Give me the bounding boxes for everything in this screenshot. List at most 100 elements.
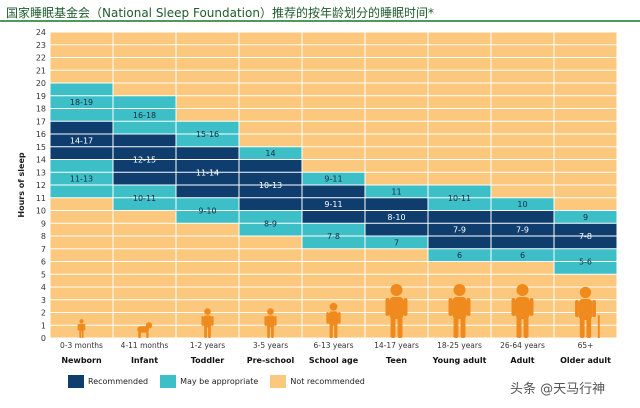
label-may-be-appropriate-upper: 16-18 <box>133 111 156 120</box>
label-may-be-appropriate-upper: 10 <box>517 200 527 209</box>
toddler-figure-icon-leg-right <box>208 326 211 338</box>
teen-figure-icon-leg-left <box>390 317 396 338</box>
y-tick-label: 6 <box>41 258 46 267</box>
label-recommended: 8-10 <box>387 213 405 222</box>
label-may-be-appropriate-lower: 5-6 <box>579 258 592 267</box>
adult-figure-icon <box>511 284 534 338</box>
child-figure-icon-leg-right <box>334 324 338 338</box>
y-tick-label: 19 <box>36 92 46 101</box>
legend-may-be-appropriate: May be appropriate <box>160 374 259 388</box>
y-tick-label: 14 <box>36 156 46 165</box>
young-adult-figure-icon <box>448 284 471 338</box>
x-tick-group-label: Newborn <box>61 356 102 365</box>
title-divider <box>0 20 640 22</box>
label-may-be-appropriate-lower: 6 <box>520 251 525 260</box>
x-tick-group-label: Teen <box>386 356 407 365</box>
legend-label-may-be-appropriate: May be appropriate <box>180 376 259 386</box>
y-axis-label: Hours of sleep <box>17 152 26 217</box>
older-adult-figure-icon-body <box>578 299 593 320</box>
legend-label-recommended: Recommended <box>88 376 149 386</box>
toddler-figure-icon-arm-right <box>211 316 214 326</box>
baby-lying-figure-icon-leg-left <box>79 330 82 338</box>
older-adult-figure-icon-cane <box>597 315 600 338</box>
y-tick-label: 18 <box>36 105 46 114</box>
label-recommended: 9-11 <box>324 200 342 209</box>
child-figure-icon-arm-right <box>338 312 341 324</box>
watermark-text: 头条 @天马行神 <box>510 382 606 397</box>
preschooler-figure-icon-arm-left <box>264 316 267 326</box>
x-tick-age-label: 14-17 years <box>374 341 419 350</box>
label-may-be-appropriate-lower: 7 <box>394 238 399 247</box>
older-adult-figure-icon-head <box>579 286 592 299</box>
y-tick-label: 20 <box>36 79 46 88</box>
y-tick-label: 16 <box>36 130 46 139</box>
label-may-be-appropriate-upper: 14 <box>265 149 275 158</box>
y-tick-label: 2 <box>41 309 46 318</box>
older-adult-figure-icon-arm-right <box>592 300 596 318</box>
crawling-infant-figure-icon-arm <box>146 330 149 338</box>
x-tick-age-label: 65+ <box>578 341 594 350</box>
preschooler-figure-icon-arm-right <box>274 316 277 326</box>
x-tick-age-label: 4-11 months <box>121 341 169 350</box>
y-tick-label: 3 <box>41 296 46 305</box>
baby-lying-figure-icon-body <box>79 323 84 332</box>
y-tick-label: 15 <box>36 143 46 152</box>
x-tick-age-label: 6-13 years <box>313 341 353 350</box>
young-adult-figure-icon-leg-left <box>453 317 459 338</box>
label-may-be-appropriate-lower: 6 <box>457 251 462 260</box>
chart-title: 国家睡眠基金会（National Sleep Foundation）推荐的按年龄… <box>6 6 434 20</box>
crawling-infant-figure-icon <box>137 322 153 338</box>
y-tick-label: 10 <box>36 207 46 216</box>
y-tick-label: 5 <box>41 270 46 279</box>
x-tick-group-label: Adult <box>510 356 534 365</box>
label-may-be-appropriate-upper: 10-11 <box>448 194 471 203</box>
bar-recommended <box>365 197 428 236</box>
toddler-figure-icon <box>201 308 214 338</box>
child-figure-icon-leg-left <box>329 324 333 338</box>
young-adult-figure-icon-leg-right <box>460 317 466 338</box>
y-tick-label: 22 <box>36 54 46 63</box>
toddler-figure-icon-arm-left <box>201 316 204 326</box>
label-recommended: 14-17 <box>70 136 93 145</box>
teen-figure-icon-arm-left <box>385 298 390 316</box>
x-tick-group-label: Infant <box>131 356 158 365</box>
bar-recommended <box>50 121 113 160</box>
preschooler-figure-icon-leg-left <box>267 326 270 338</box>
adult-figure-icon-head <box>516 284 529 296</box>
label-recommended: 11-14 <box>196 168 219 177</box>
x-tick-age-label: 3-5 years <box>253 341 288 350</box>
label-may-be-appropriate-lower: 11-13 <box>70 175 93 184</box>
x-tick-group-label: Young adult <box>432 356 487 365</box>
baby-lying-figure-icon <box>77 319 86 338</box>
y-tick-label: 0 <box>41 334 46 343</box>
label-recommended: 12-15 <box>133 156 156 165</box>
preschooler-figure-icon-head <box>267 308 274 315</box>
teen-figure-icon-body <box>389 297 404 319</box>
young-adult-figure-icon-head <box>453 284 466 296</box>
young-adult-figure-icon-arm-left <box>448 298 453 316</box>
y-tick-label: 1 <box>41 321 46 330</box>
legend-not-recommended: Not recommended <box>270 374 365 388</box>
teen-figure-icon <box>385 284 408 338</box>
baby-lying-figure-icon-leg-right <box>81 330 84 338</box>
preschooler-figure-icon <box>264 308 277 338</box>
label-may-be-appropriate-lower: 10-11 <box>133 194 156 203</box>
label-recommended: 7-9 <box>516 226 529 235</box>
label-may-be-appropriate-upper: 9-11 <box>324 175 342 184</box>
x-tick-group-label: School age <box>309 356 359 365</box>
label-recommended: 7-9 <box>453 226 466 235</box>
child-figure-icon-body <box>328 311 339 326</box>
label-may-be-appropriate-lower: 7-8 <box>327 232 340 241</box>
y-tick-label: 11 <box>36 194 46 203</box>
y-tick-label: 17 <box>36 117 46 126</box>
y-tick-label: 13 <box>36 168 46 177</box>
young-adult-figure-icon-arm-right <box>466 298 471 316</box>
adult-figure-icon-leg-right <box>523 317 529 338</box>
y-tick-label: 7 <box>41 245 46 254</box>
adult-figure-icon-arm-right <box>529 298 534 316</box>
label-may-be-appropriate-upper: 18-19 <box>70 98 93 107</box>
y-tick-label: 9 <box>41 219 46 228</box>
label-may-be-appropriate-lower: 9-10 <box>198 207 216 216</box>
label-recommended: 7-8 <box>579 232 592 241</box>
legend: Recommended May be appropriate Not recom… <box>68 373 377 389</box>
